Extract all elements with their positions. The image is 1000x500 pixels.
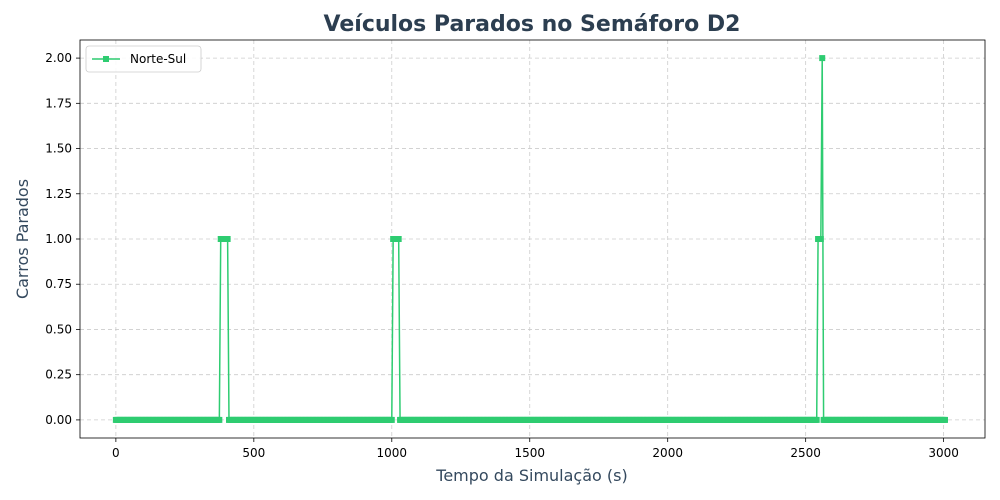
y-axis-label: Carros Parados <box>13 179 32 299</box>
legend-marker <box>103 56 109 62</box>
legend-box <box>85 45 202 73</box>
grid <box>80 40 985 438</box>
y-tick-label: 0.50 <box>45 322 72 336</box>
y-tick-label: 1.00 <box>45 232 72 246</box>
y-tick-label: 0.25 <box>45 368 72 382</box>
data-point <box>216 416 223 423</box>
x-axis-label: Tempo da Simulação (s) <box>435 466 627 485</box>
y-tick-label: 0.00 <box>45 413 72 427</box>
data-point <box>224 236 231 242</box>
data-point <box>819 55 826 62</box>
y-tick-label: 1.25 <box>45 187 72 201</box>
data-point <box>395 236 402 242</box>
plot-data <box>112 55 948 423</box>
x-tick-label: 2500 <box>790 446 821 460</box>
x-tick-label: 1000 <box>377 446 408 460</box>
data-point <box>941 416 948 423</box>
x-tick-label: 500 <box>242 446 265 460</box>
y-tick-label: 0.75 <box>45 277 72 291</box>
x-tick-label: 2000 <box>652 446 683 460</box>
legend: Norte-Sul <box>85 45 202 73</box>
y-tick-label: 1.50 <box>45 142 72 156</box>
chart-title: Veículos Parados no Semáforo D2 <box>324 12 741 37</box>
x-tick-label: 0 <box>112 446 120 460</box>
data-point <box>813 416 820 423</box>
data-point <box>817 236 824 242</box>
x-tick-label: 1500 <box>514 446 545 460</box>
x-tick-label: 3000 <box>928 446 959 460</box>
y-tick-label: 2.00 <box>45 51 72 65</box>
axis-ticks: 0 500 1000 1500 2000 2500 3000 0.00 0.25 0.50 0.75… <box>45 51 959 460</box>
y-tick-label: 1.75 <box>45 96 72 110</box>
data-point <box>388 416 395 423</box>
legend-label: Norte-Sul <box>130 52 186 66</box>
